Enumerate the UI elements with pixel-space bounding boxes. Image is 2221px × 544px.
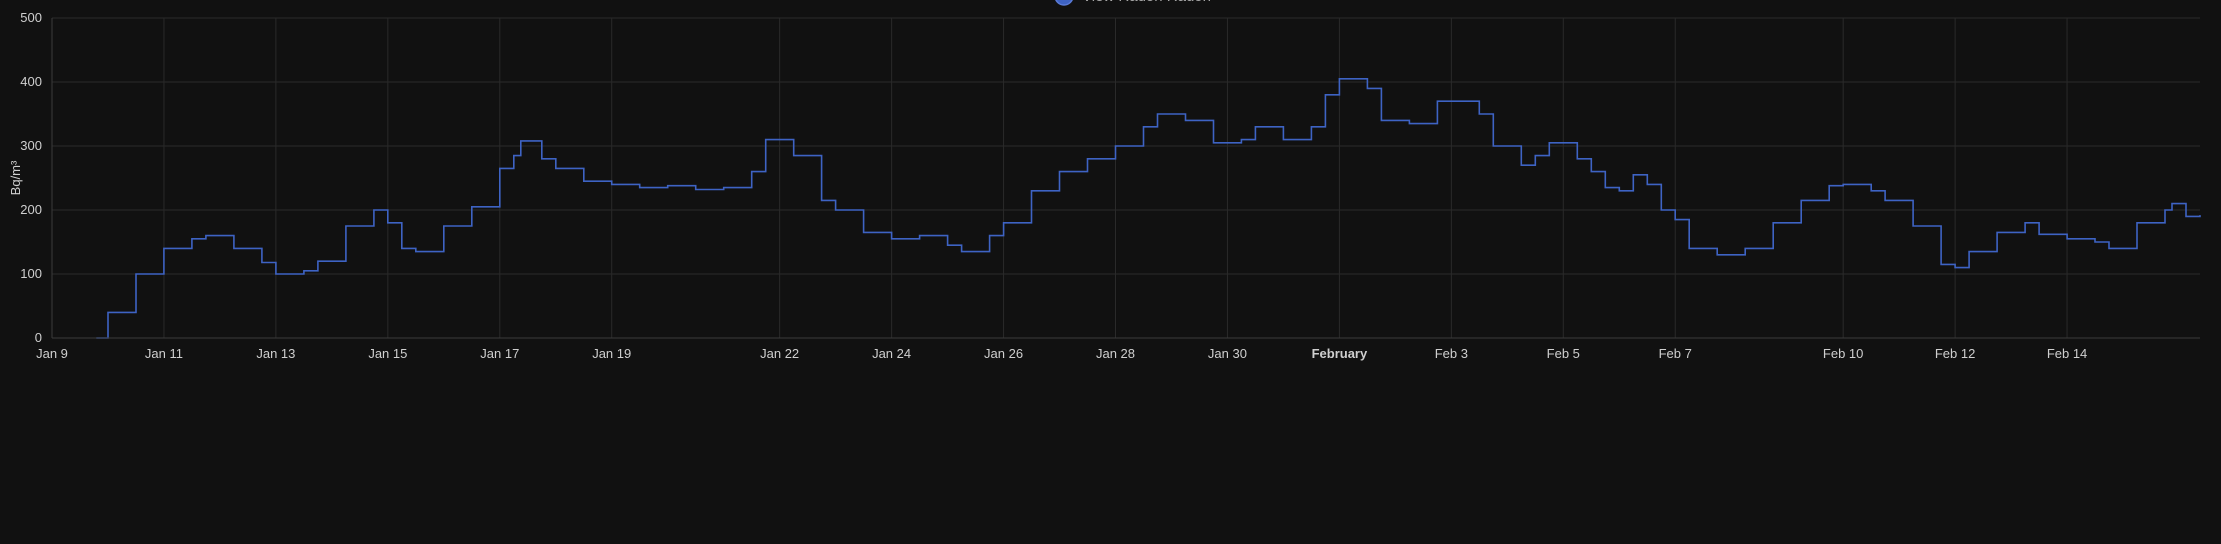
legend-label[interactable]: View Radon Radon [1082, 0, 1211, 5]
x-tick-label: Jan 28 [1096, 346, 1135, 361]
grid [51, 17, 2200, 339]
x-tick-label: Jan 11 [145, 346, 183, 361]
x-tick-label: Feb 12 [1935, 346, 1975, 361]
y-axis-title: Bq/m³ [8, 160, 23, 195]
y-tick-label: 200 [20, 202, 42, 217]
y-tick-label: 400 [20, 74, 42, 89]
x-tick-label: Jan 9 [36, 346, 68, 361]
legend-swatch-icon[interactable] [1055, 0, 1073, 6]
axes: 0 100 200 300 400 500 Jan 9 Jan 11 Jan 13 Jan 15 J… [20, 10, 2200, 361]
legend[interactable]: View Radon Radon [1055, 0, 1211, 6]
y-tick-label: 0 [35, 330, 42, 345]
x-tick-label: Jan 19 [592, 346, 631, 361]
x-tick-label: Feb 5 [1547, 346, 1580, 361]
x-tick-label: Jan 17 [480, 346, 519, 361]
x-tick-label: Feb 10 [1823, 346, 1863, 361]
y-tick-label: 300 [20, 138, 42, 153]
y-tick-label: 100 [20, 266, 42, 281]
series-layer [96, 78, 2201, 339]
x-tick-label: Feb 7 [1659, 346, 1692, 361]
x-tick-label: Jan 13 [256, 346, 295, 361]
y-tick-label: 500 [20, 10, 42, 25]
x-tick-label: Jan 15 [368, 346, 407, 361]
x-tick-label: Jan 22 [760, 346, 799, 361]
x-tick-label: February [1312, 346, 1368, 361]
x-tick-label: Jan 24 [872, 346, 911, 361]
series-line [96, 78, 2201, 339]
x-tick-label: Feb 14 [2047, 346, 2087, 361]
x-tick-label: Jan 30 [1208, 346, 1247, 361]
x-tick-label: Jan 26 [984, 346, 1023, 361]
x-tick-label: Feb 3 [1435, 346, 1468, 361]
